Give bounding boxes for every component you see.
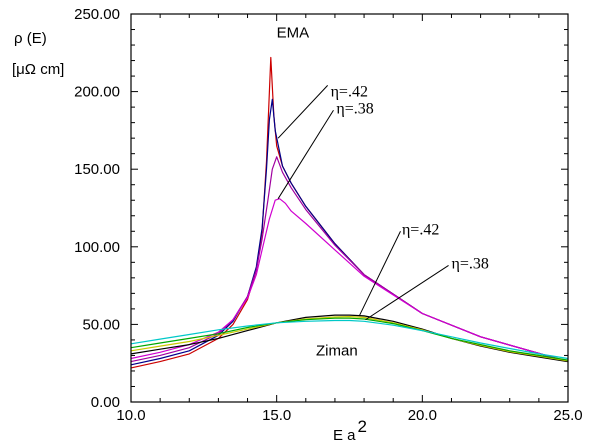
annotation-ema-eta-38: η=.38 <box>336 100 373 117</box>
y-tick-label: 200.00 <box>74 84 120 101</box>
series-line-7 <box>130 317 569 361</box>
series-line-3 <box>130 156 569 363</box>
y-tick-label: 0.00 <box>91 394 120 411</box>
annotation-pointer-ema-eta-38 <box>277 109 334 199</box>
y-tick-label: 150.00 <box>74 161 120 178</box>
annotation-ema: EMA <box>277 24 310 41</box>
y-axis-label-unit: [μΩ cm] <box>12 61 64 78</box>
series-line-4 <box>130 198 569 363</box>
plot-frame <box>130 13 569 403</box>
annotation-ziman-eta-42: η=.42 <box>402 221 439 238</box>
annotation-ema-eta-42: η=.42 <box>331 83 368 100</box>
series-layer <box>130 56 569 369</box>
annotation-lines <box>277 85 449 321</box>
y-tick-label: 100.00 <box>74 239 120 256</box>
annotation-pointer-ema-eta-42 <box>277 85 329 139</box>
x-tick-label: 20.0 <box>408 407 437 424</box>
y-axis-label-line1: ρ (E) <box>14 30 47 47</box>
series-line-2 <box>130 98 569 366</box>
annotation-pointer-ziman-eta-42 <box>359 231 401 316</box>
x-axis-label-base: E a <box>333 427 356 444</box>
x-tick-label: 25.0 <box>553 407 582 424</box>
annotation-ziman-eta-38: η=.38 <box>451 256 488 273</box>
x-axis-label-sup: 2 <box>358 417 367 436</box>
annotation-ziman: Ziman <box>316 342 358 359</box>
x-tick-label: 15.0 <box>262 407 291 424</box>
annotation-pointer-ziman-eta-38 <box>365 265 449 321</box>
x-tick-label: 10.0 <box>116 407 145 424</box>
ticks-layer: 10.0 15.0 20.0 25.0 0.00 50.00 100.00 150.00 200… <box>74 6 582 424</box>
series-line-5 <box>130 314 569 363</box>
series-line-8 <box>130 319 569 360</box>
series-line-6 <box>130 316 569 362</box>
y-tick-label: 50.00 <box>82 316 120 333</box>
y-axis-label: ρ (E) <box>14 30 47 47</box>
y-tick-label: 250.00 <box>74 6 120 23</box>
